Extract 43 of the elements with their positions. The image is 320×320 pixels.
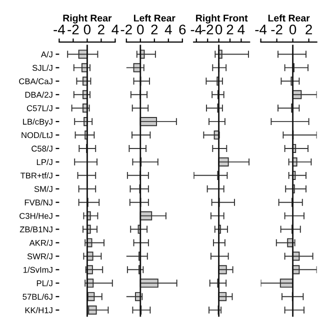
chart-title: Left Rear: [134, 14, 176, 22]
x-tick-label: 2: [226, 24, 234, 34]
y-tick-label: SJL/J: [32, 64, 52, 71]
y-tick-label: SWR/J: [27, 253, 52, 260]
x-tick-label: 0: [215, 24, 222, 34]
x-tick-label: 4: [164, 24, 172, 34]
x-tick-label: -2: [120, 24, 132, 34]
x-tick-label: 0: [137, 24, 144, 34]
y-tick-label: SM/J: [34, 186, 52, 192]
x-tick-label: 4: [238, 24, 245, 34]
y-tick-label: LB/cByJ: [23, 118, 52, 126]
y-tick-label: C58/J: [32, 145, 52, 152]
y-tick-label: A/J: [40, 51, 52, 58]
x-tick-label: 0: [84, 24, 91, 34]
x-tick-label: 6: [179, 24, 186, 34]
y-tick-label: NOD/LtJ: [22, 132, 52, 138]
x-tick-label: -2: [68, 24, 79, 34]
y-tick-label: KK/H1J: [25, 307, 52, 314]
y-tick-label: 57BL/6J: [22, 294, 52, 300]
y-tick-label: CBA/CaJ: [19, 78, 52, 84]
x-tick-label: -2: [202, 24, 214, 34]
y-tick-label: ZB/B1NJ: [20, 226, 52, 232]
x-tick-label: -4: [54, 24, 65, 34]
x-tick-label: -2: [271, 24, 282, 34]
chart-title: Right Rear: [63, 14, 112, 24]
x-tick-label: -4: [255, 24, 267, 34]
y-tick-label: FVB/NJ: [24, 199, 52, 206]
x-tick-label: 2: [306, 24, 312, 34]
x-tick-label: 4: [112, 24, 119, 34]
x-tick-label: -4: [190, 24, 202, 34]
y-tick-label: TBR+tf/J: [20, 172, 52, 179]
y-tick-label: PL/J: [36, 280, 52, 286]
y-tick-label: C3H/HeJ: [20, 212, 52, 219]
y-tick-label: LP/J: [36, 158, 52, 166]
y-tick-label: 1/SvImJ: [23, 266, 52, 273]
chart-title: Right Front: [196, 14, 248, 24]
x-tick-label: 0: [289, 24, 296, 34]
y-tick-label: C57L/J: [26, 105, 52, 112]
y-tick-label: DBA/2J: [25, 92, 52, 98]
chart-title: Left Rear: [268, 14, 310, 22]
x-tick-label: 2: [98, 24, 104, 34]
y-tick-label: AKR/J: [29, 240, 52, 246]
x-tick-label: 2: [151, 24, 158, 34]
